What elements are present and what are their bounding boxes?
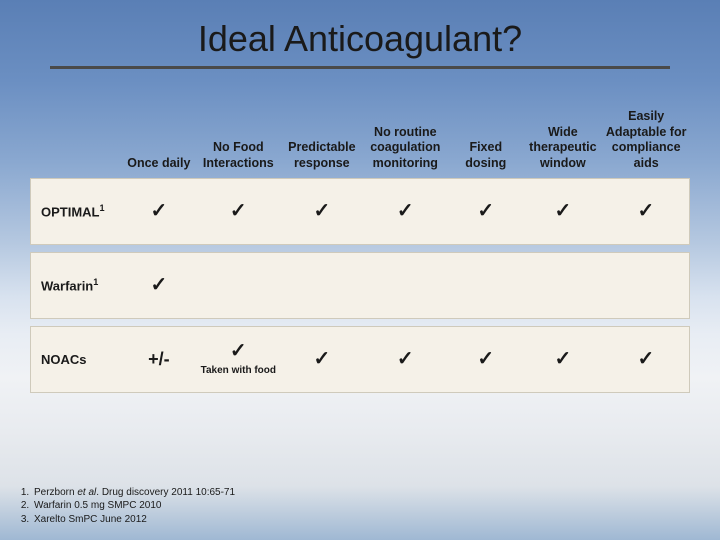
check-icon: ✓ — [230, 340, 247, 362]
row-label-noacs: NOACs — [31, 326, 123, 392]
check-icon: ✓ — [397, 348, 414, 370]
title-rule — [50, 66, 670, 69]
slide: Ideal Anticoagulant? Once daily No Food … — [0, 0, 720, 540]
row-label-optimal: OPTIMAL1 — [31, 178, 123, 244]
col-header: Fixed dosing — [449, 107, 523, 178]
row-label-text: NOACs — [41, 352, 87, 367]
reference-item: Warfarin 0.5 mg SMPC 2010 — [32, 499, 235, 513]
check-icon: ✓ — [638, 348, 655, 370]
row-label-warfarin: Warfarin1 — [31, 252, 123, 318]
cell: +/- — [123, 326, 195, 392]
cell — [523, 252, 603, 318]
row-label-sup: 1 — [100, 203, 105, 213]
cell: ✓ — [362, 326, 449, 392]
cell — [195, 252, 282, 318]
cell: ✓ — [362, 178, 449, 244]
check-icon: ✓ — [554, 348, 571, 370]
cell: ✓ — [523, 178, 603, 244]
cell — [603, 252, 690, 318]
cell — [362, 252, 449, 318]
check-icon: ✓ — [150, 274, 167, 296]
col-header: Easily Adaptable for compliance aids — [603, 107, 690, 178]
col-header: Wide therapeutic window — [523, 107, 603, 178]
comparison-table: Once daily No Food Interactions Predicta… — [30, 107, 690, 393]
check-icon: ✓ — [638, 200, 655, 222]
table-row: NOACs +/- ✓ Taken with food ✓ ✓ ✓ ✓ ✓ — [31, 326, 690, 392]
check-icon: ✓ — [477, 348, 494, 370]
cell-subnote: Taken with food — [197, 365, 280, 377]
row-label-text: Warfarin — [41, 278, 93, 293]
table-row: Warfarin1 ✓ — [31, 252, 690, 318]
cell: ✓ — [123, 252, 195, 318]
plus-minus: +/- — [148, 349, 170, 369]
slide-title: Ideal Anticoagulant? — [30, 18, 690, 60]
check-icon: ✓ — [313, 348, 330, 370]
check-icon: ✓ — [230, 200, 247, 222]
col-header: No Food Interactions — [195, 107, 282, 178]
cell — [449, 252, 523, 318]
header-spacer — [31, 107, 123, 178]
table-row: OPTIMAL1 ✓ ✓ ✓ ✓ ✓ ✓ ✓ — [31, 178, 690, 244]
cell: ✓ — [603, 178, 690, 244]
check-icon: ✓ — [477, 200, 494, 222]
check-icon: ✓ — [554, 200, 571, 222]
col-header: No routine coagulation monitoring — [362, 107, 449, 178]
cell — [282, 252, 362, 318]
check-icon: ✓ — [313, 200, 330, 222]
table-header-row: Once daily No Food Interactions Predicta… — [31, 107, 690, 178]
row-label-sup: 1 — [93, 277, 98, 287]
references: Perzborn et al. Drug discovery 2011 10:6… — [14, 486, 235, 527]
reference-item: Xarelto SmPC June 2012 — [32, 513, 235, 527]
row-label-text: OPTIMAL — [41, 204, 100, 219]
cell: ✓ — [282, 178, 362, 244]
cell: ✓ Taken with food — [195, 326, 282, 392]
check-icon: ✓ — [150, 200, 167, 222]
cell: ✓ — [603, 326, 690, 392]
reference-item: Perzborn et al. Drug discovery 2011 10:6… — [32, 486, 235, 500]
cell: ✓ — [282, 326, 362, 392]
check-icon: ✓ — [397, 200, 414, 222]
cell: ✓ — [449, 178, 523, 244]
cell: ✓ — [123, 178, 195, 244]
col-header: Once daily — [123, 107, 195, 178]
col-header: Predictable response — [282, 107, 362, 178]
cell: ✓ — [523, 326, 603, 392]
cell: ✓ — [195, 178, 282, 244]
cell: ✓ — [449, 326, 523, 392]
